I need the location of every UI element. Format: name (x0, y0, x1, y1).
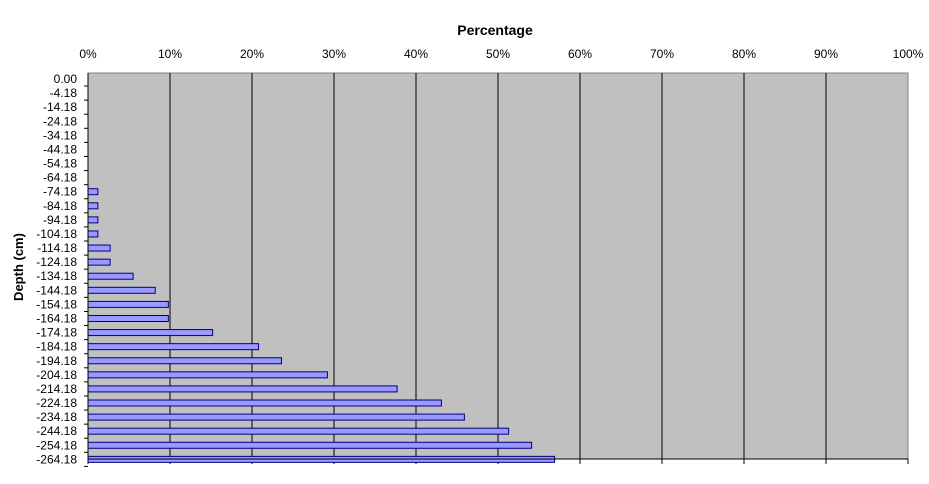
x-tick-label: 60% (568, 47, 592, 61)
y-tick-label: -84.18 (43, 199, 77, 213)
y-tick-label: -174.18 (36, 326, 77, 340)
x-tick-label: 80% (732, 47, 756, 61)
y-tick-label: -34.18 (43, 128, 77, 142)
x-tick-label: 30% (322, 47, 346, 61)
x-tick-label: 10% (158, 47, 182, 61)
x-tick-label: 90% (814, 47, 838, 61)
y-tick-label: -234.18 (36, 410, 77, 424)
y-tick-label: -254.18 (36, 438, 77, 452)
y-tick-label: -144.18 (36, 283, 77, 297)
x-tick-label: 20% (240, 47, 264, 61)
y-tick-label: -264.18 (36, 452, 77, 466)
y-tick-label: -244.18 (36, 424, 77, 438)
y-tick-label: -104.18 (36, 227, 77, 241)
bar (87, 441, 533, 449)
y-tick-label: -94.18 (43, 213, 77, 227)
bar (87, 399, 442, 407)
y-tick-label: -184.18 (36, 340, 77, 354)
y-tick-label: -164.18 (36, 311, 77, 325)
bar (87, 216, 99, 224)
y-tick-label: -64.18 (43, 171, 77, 185)
x-tick-label: 50% (486, 47, 510, 61)
y-tick-label: -224.18 (36, 396, 77, 410)
y-tick-label: 0.00 (54, 72, 78, 86)
y-tick-label: -154.18 (36, 297, 77, 311)
bar (87, 258, 111, 266)
y-tick-label: -194.18 (36, 354, 77, 368)
bar (87, 286, 156, 294)
bar (87, 202, 99, 210)
bar (87, 314, 169, 322)
y-tick-label: -14.18 (43, 100, 77, 114)
bar (87, 188, 99, 196)
y-tick-label: -124.18 (36, 255, 77, 269)
y-tick-label: -54.18 (43, 157, 77, 171)
y-tick-label: -204.18 (36, 368, 77, 382)
bar (87, 385, 398, 393)
x-tick-label: 70% (650, 47, 674, 61)
y-tick-label: -24.18 (43, 114, 77, 128)
bar (87, 329, 214, 337)
x-tick-label: 100% (893, 47, 924, 61)
bar (87, 427, 510, 435)
y-tick-label: -74.18 (43, 185, 77, 199)
x-tick-label: 40% (404, 47, 428, 61)
bar (87, 413, 465, 421)
chart-title: Percentage (457, 22, 533, 38)
bar (87, 371, 328, 379)
y-axis-label: Depth (cm) (11, 233, 26, 301)
bar (87, 230, 99, 238)
bar (87, 300, 169, 308)
y-tick-label: -114.18 (37, 241, 77, 255)
x-tick-label: 0% (79, 47, 97, 61)
bar (87, 357, 283, 365)
y-tick-label: -134.18 (36, 269, 77, 283)
y-tick-label: -4.18 (50, 86, 78, 100)
bar (87, 343, 260, 351)
bar (87, 244, 111, 252)
y-tick-label: -214.18 (36, 382, 77, 396)
y-tick-label: -44.18 (43, 142, 77, 156)
bar (87, 272, 134, 280)
